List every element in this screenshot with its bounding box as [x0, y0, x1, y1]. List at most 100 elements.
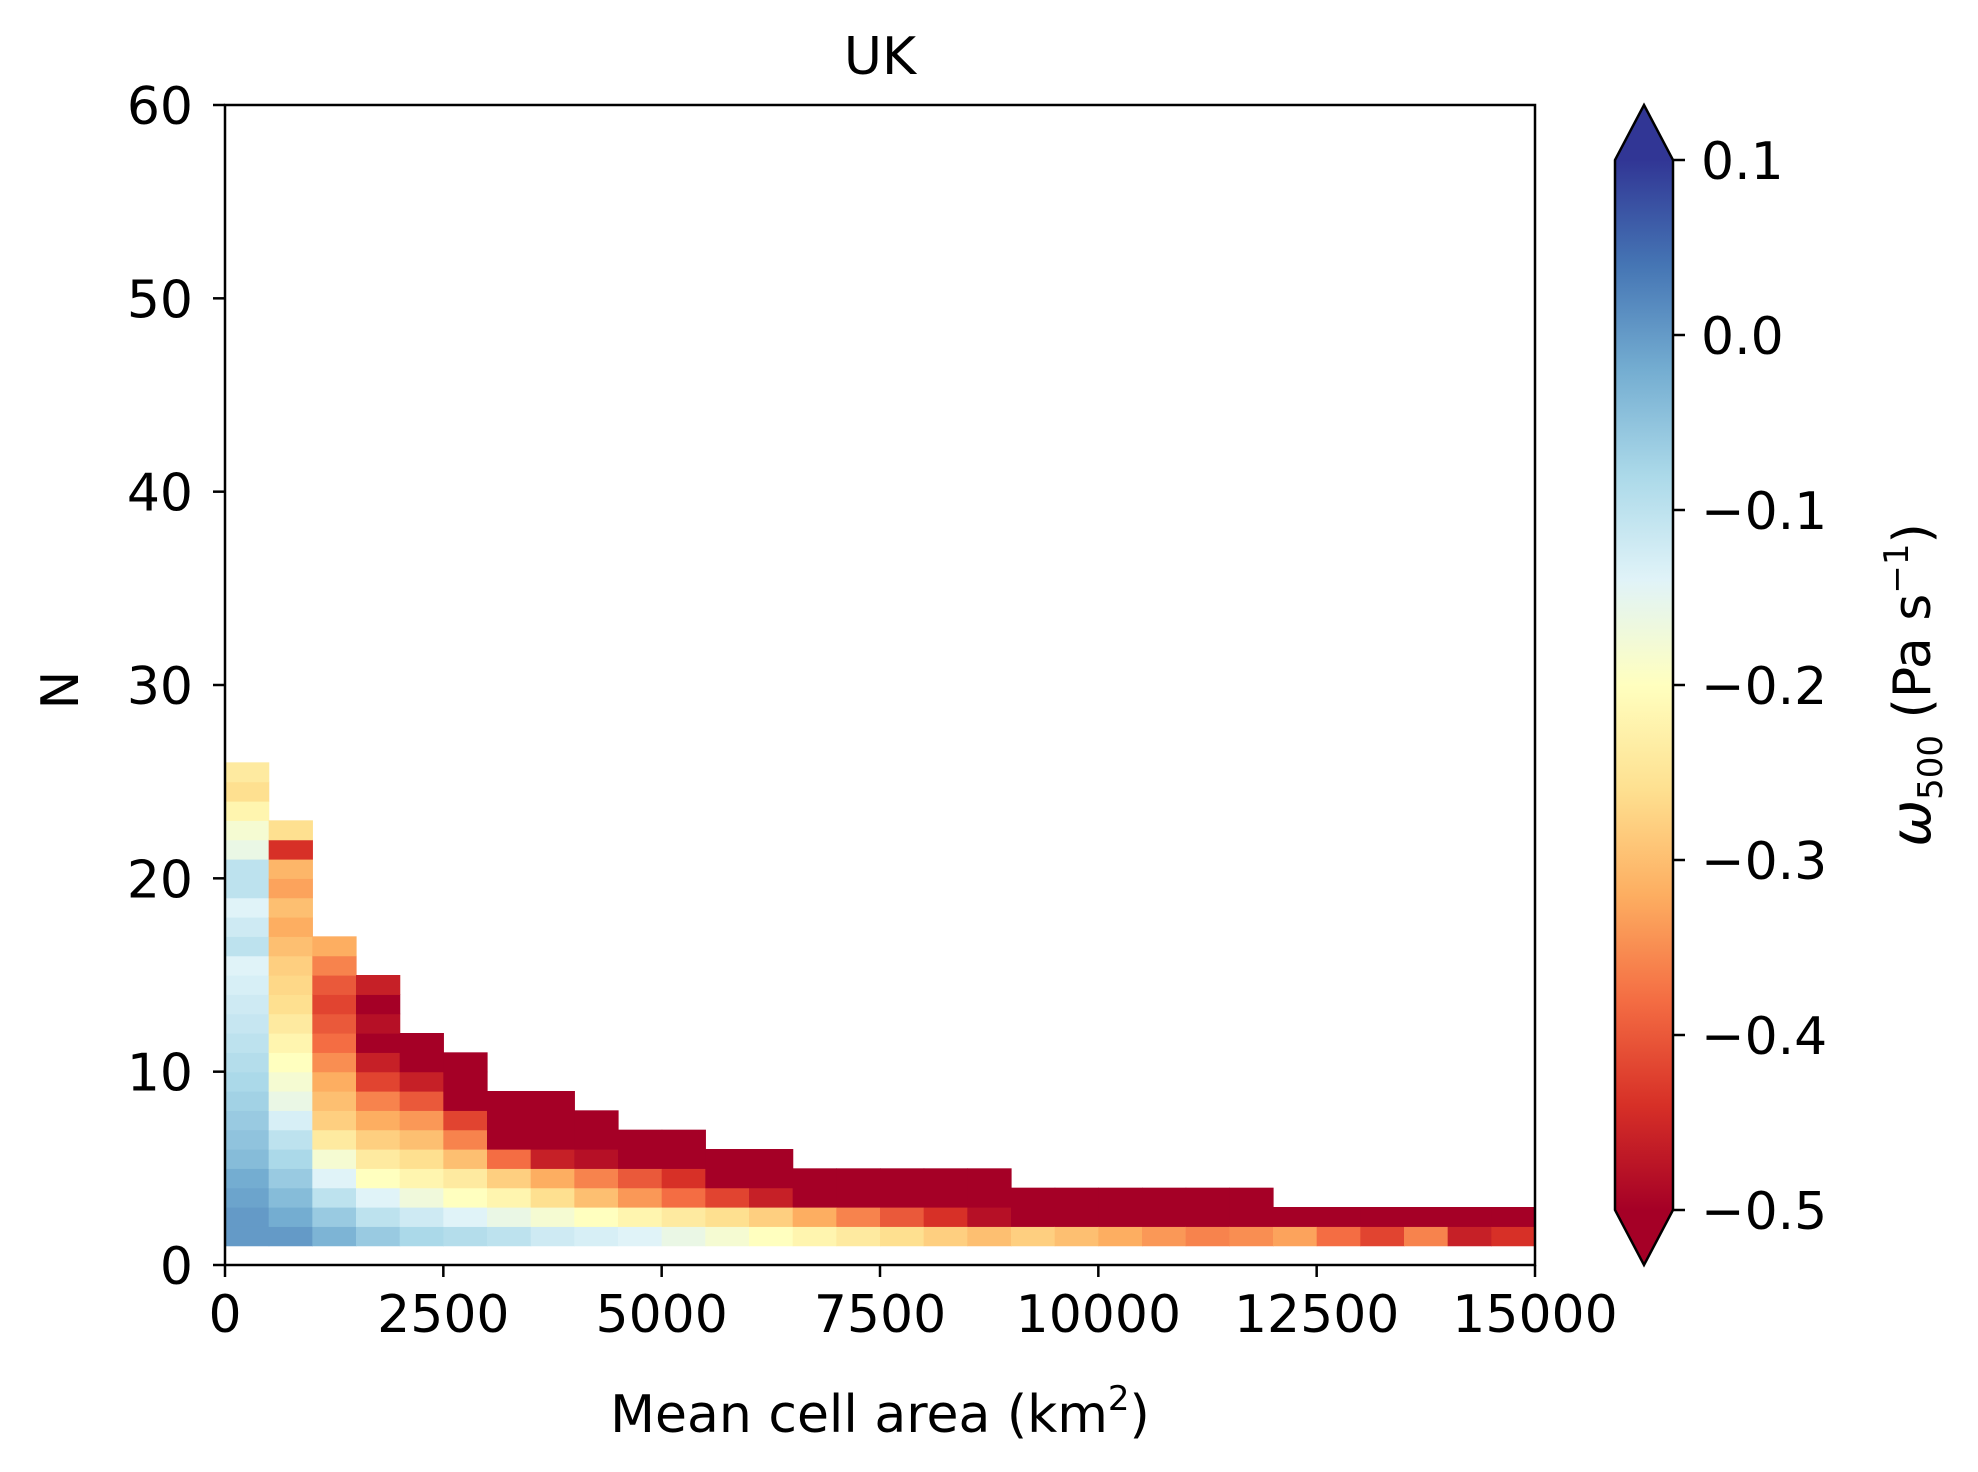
colorbar-tick-label: −0.2	[1701, 657, 1827, 717]
heatmap-cell	[268, 820, 313, 841]
colorbar-label-superscript: −1	[1877, 544, 1917, 594]
heatmap-cell	[399, 1033, 444, 1053]
heatmap-cell	[268, 1168, 313, 1189]
heatmap-cell	[1011, 1187, 1056, 1208]
heatmap-cell	[487, 1091, 532, 1111]
colorbar-tick-label: 0.1	[1701, 132, 1784, 192]
colorbar-label: ω500 (Pa s−1)	[1877, 523, 1951, 847]
heatmap-cell	[356, 1091, 401, 1111]
heatmap-cell	[487, 1110, 532, 1131]
heatmap-cell	[487, 1168, 532, 1189]
heatmap-cell	[268, 1187, 313, 1208]
heatmap-cell	[443, 1187, 488, 1208]
heatmap-cell	[530, 1110, 575, 1131]
colorbar-tick-label: 0.0	[1701, 307, 1784, 367]
heatmap-cell	[574, 1110, 619, 1131]
x-tick-label: 2500	[377, 1285, 509, 1345]
heatmap-cell	[574, 1129, 619, 1150]
heatmap-cell	[967, 1187, 1012, 1208]
heatmap-cell	[225, 1033, 270, 1053]
heatmap-cell	[1098, 1187, 1143, 1208]
heatmap-cell	[225, 1071, 270, 1092]
heatmap-cell	[399, 1091, 444, 1111]
heatmap-cell	[225, 878, 270, 899]
heatmap-cell	[268, 1207, 313, 1227]
heatmap-cell	[268, 994, 313, 1015]
colorbar-tick-label: −0.5	[1701, 1182, 1827, 1242]
x-tick-label: 5000	[595, 1285, 727, 1345]
x-tick-label: 12500	[1234, 1285, 1399, 1345]
x-axis-label-superscript: 2	[1108, 1379, 1130, 1419]
heatmap-cell	[1185, 1226, 1230, 1247]
heatmap-cell	[530, 1091, 575, 1111]
heatmap-cell	[836, 1187, 881, 1208]
colorbar-tick-label: −0.1	[1701, 482, 1827, 542]
heatmap-cell	[312, 955, 357, 976]
heatmap-cell	[487, 1187, 532, 1208]
x-tick-label: 15000	[1452, 1285, 1617, 1345]
heatmap-cell	[1098, 1207, 1143, 1227]
heatmap-cell	[312, 936, 357, 957]
heatmap-cell	[487, 1129, 532, 1150]
heatmap-cell	[356, 1052, 401, 1073]
heatmap-cell	[268, 859, 313, 879]
heatmap-cell	[1316, 1226, 1361, 1247]
heatmap-cell	[574, 1187, 619, 1208]
heatmap-cell	[225, 781, 270, 802]
heatmap-cell	[356, 1207, 401, 1227]
heatmap-cell	[443, 1071, 488, 1092]
heatmap-cell	[268, 897, 313, 918]
heatmap-cell	[1142, 1226, 1187, 1247]
heatmap-cell	[399, 1071, 444, 1092]
heatmap-cell	[661, 1129, 706, 1150]
x-tick-label: 7500	[814, 1285, 946, 1345]
y-tick-label: 50	[127, 270, 193, 330]
heatmap-cell	[1360, 1226, 1405, 1247]
heatmap-cell	[1229, 1187, 1274, 1208]
heatmap-cell	[1316, 1207, 1361, 1227]
heatmap-cell	[749, 1149, 794, 1169]
heatmap-cell	[923, 1226, 968, 1247]
heatmap-cell	[268, 1091, 313, 1111]
heatmap-cell	[225, 1091, 270, 1111]
heatmap-cell	[443, 1052, 488, 1073]
heatmap-cell	[967, 1207, 1012, 1227]
heatmap-cell	[530, 1168, 575, 1189]
heatmap-cell	[268, 955, 313, 976]
y-tick-label: 30	[127, 657, 193, 717]
heatmap-cell	[312, 1110, 357, 1131]
heatmap-cell	[268, 839, 313, 860]
heatmap-cell	[792, 1187, 837, 1208]
heatmap-cell	[1447, 1207, 1492, 1227]
heatmap-cell	[399, 1226, 444, 1247]
heatmap-cell	[225, 1149, 270, 1169]
heatmap-cell	[1185, 1207, 1230, 1227]
x-tick-label: 0	[208, 1285, 241, 1345]
y-tick-label: 60	[127, 77, 193, 137]
heatmap-cell	[749, 1168, 794, 1189]
heatmap-cell	[661, 1149, 706, 1169]
heatmap-cell	[1185, 1187, 1230, 1208]
heatmap-cell	[443, 1129, 488, 1150]
y-tick-label: 10	[127, 1044, 193, 1104]
heatmap-cell	[1098, 1226, 1143, 1247]
heatmap-cell	[312, 1226, 357, 1247]
heatmap-cell	[356, 1149, 401, 1169]
heatmap-cell	[705, 1168, 750, 1189]
heatmap-cell	[530, 1207, 575, 1227]
heatmap-cell	[880, 1187, 925, 1208]
heatmap-cell	[356, 1168, 401, 1189]
heatmap-cell	[312, 1091, 357, 1111]
chart-title: UK	[844, 27, 918, 87]
heatmap-cells	[225, 762, 1535, 1247]
heatmap-cell	[356, 994, 401, 1015]
heatmap-cell	[225, 1207, 270, 1227]
heatmap-cell	[1011, 1207, 1056, 1227]
heatmap-cell	[1404, 1226, 1449, 1247]
heatmap-cell	[225, 955, 270, 976]
x-axis-label: Mean cell area (km2)	[610, 1379, 1150, 1445]
heatmap-cell	[1491, 1226, 1535, 1247]
heatmap-cell	[530, 1129, 575, 1150]
heatmap-cell	[356, 1033, 401, 1053]
heatmap-cell	[487, 1226, 532, 1247]
